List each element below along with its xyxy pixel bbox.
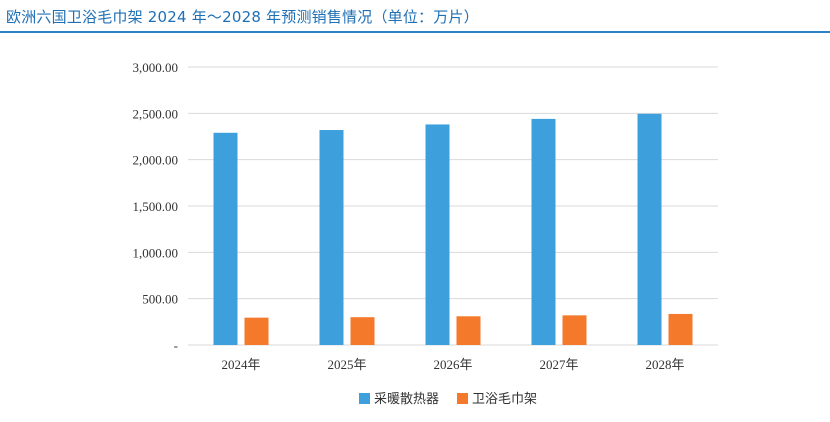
legend: 采暖散热器 卫浴毛巾架 — [359, 392, 537, 407]
bar-radiator — [319, 130, 344, 345]
bar-radiator — [531, 118, 556, 345]
bar-radiator — [425, 124, 450, 345]
legend-label: 卫浴毛巾架 — [472, 392, 537, 407]
bar-radiator — [637, 113, 662, 346]
page-title: 欧洲六国卫浴毛巾架 2024 年～2028 年预测销售情况（单位：万片） — [6, 8, 479, 26]
legend-swatch — [359, 393, 370, 404]
y-tick-label: 500.00 — [142, 292, 178, 307]
y-tick-label: 2,000.00 — [133, 153, 179, 168]
y-tick-label: 1,000.00 — [133, 245, 179, 260]
gridlines — [188, 66, 718, 346]
bar-towel-rack — [456, 316, 481, 345]
x-tick-label: 2025年 — [327, 357, 366, 372]
y-tick-label: 2,500.00 — [133, 106, 179, 121]
y-tick-label: 3,000.00 — [133, 60, 179, 75]
x-tick-label: 2027年 — [539, 357, 578, 372]
x-tick-label: 2028年 — [645, 357, 684, 372]
title-underline — [0, 31, 830, 33]
legend-swatch — [457, 393, 468, 404]
bar-towel-rack — [244, 317, 269, 345]
legend-label: 采暖散热器 — [374, 392, 439, 407]
y-axis-ticks: - 500.00 1,000.00 1,500.00 2,000.00 2,500.00 3… — [133, 60, 179, 353]
x-axis-ticks: 2024年 2025年 2026年 2027年 2028年 — [221, 357, 684, 372]
y-tick-label: - — [174, 338, 178, 353]
bars — [213, 113, 693, 346]
y-tick-label: 1,500.00 — [133, 199, 179, 214]
x-tick-label: 2026年 — [433, 357, 472, 372]
bar-radiator — [213, 132, 238, 345]
bar-towel-rack — [562, 315, 587, 345]
bar-towel-rack — [350, 317, 375, 345]
bar-towel-rack — [668, 313, 693, 345]
x-tick-label: 2024年 — [221, 357, 260, 372]
